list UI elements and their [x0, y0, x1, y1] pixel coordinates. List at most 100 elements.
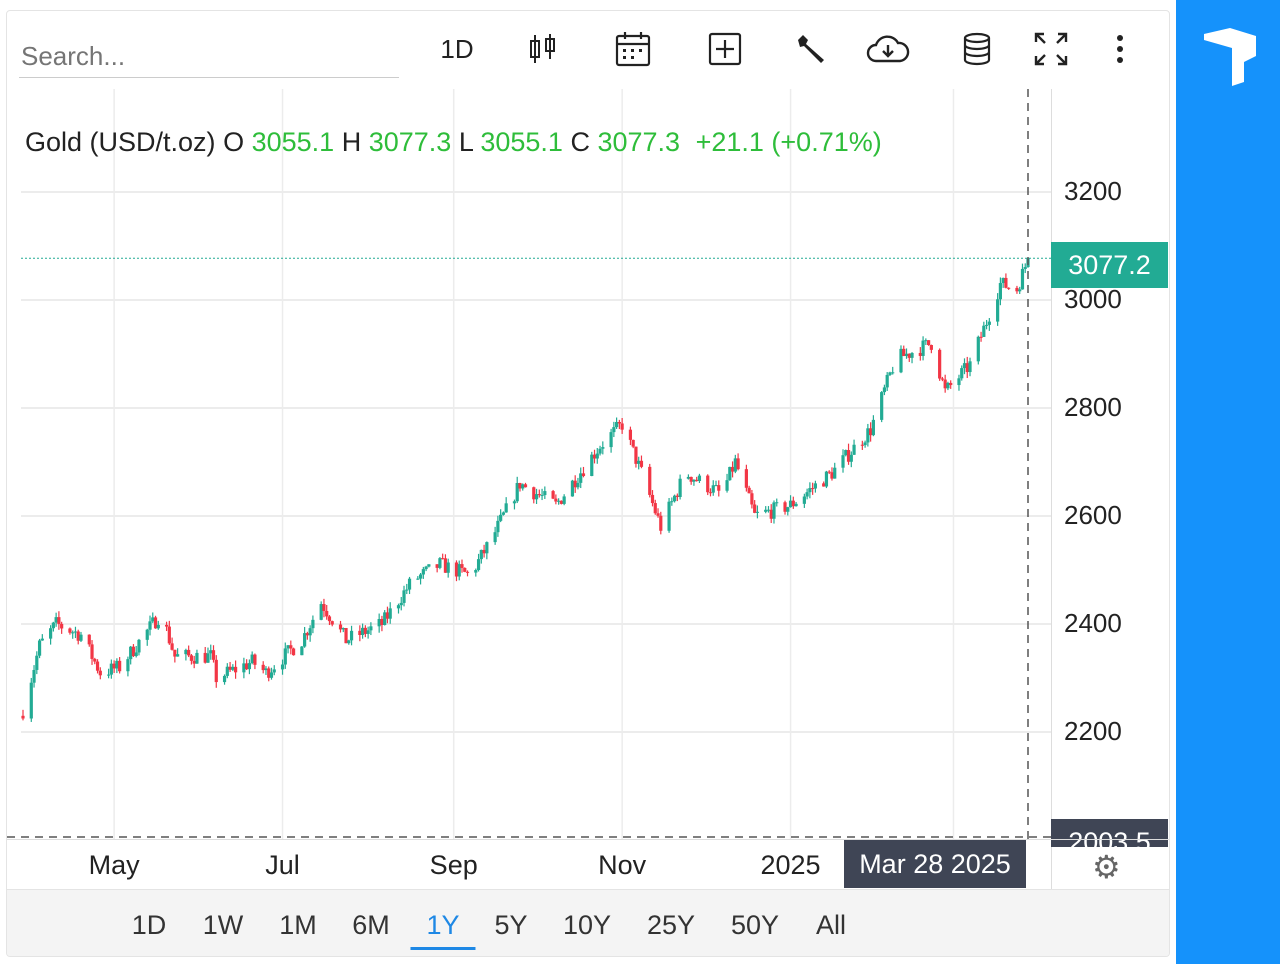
candle-up	[311, 619, 315, 629]
candle-down	[949, 382, 953, 386]
more-menu-icon[interactable]	[1105, 29, 1135, 69]
candle-down	[783, 502, 787, 512]
candle-down	[344, 628, 348, 644]
crosshair-price-tag: 2003.5	[1051, 819, 1168, 847]
candle-down	[1004, 277, 1008, 288]
candlestick-icon[interactable]	[523, 29, 563, 69]
candle-up	[976, 336, 980, 362]
candle-down	[592, 454, 597, 459]
cloud-download-icon[interactable]	[865, 29, 911, 69]
candle-down	[90, 644, 94, 659]
candle-down	[827, 471, 831, 473]
candle-up	[303, 633, 307, 647]
candle-up	[637, 460, 641, 464]
range-button-50y[interactable]: 50Y	[730, 910, 780, 940]
candle-down	[653, 503, 657, 514]
candle-down	[744, 469, 748, 488]
range-button-1m[interactable]: 1M	[279, 910, 317, 940]
y-tick-label: 2200	[1064, 716, 1122, 746]
candle-down	[21, 715, 25, 719]
candle-down	[918, 352, 922, 356]
candle-up	[54, 617, 58, 623]
range-button-all[interactable]: All	[815, 910, 847, 940]
candle-down	[747, 487, 751, 494]
candle-down	[289, 645, 293, 649]
candle-up	[557, 500, 561, 502]
candle-up	[924, 340, 928, 342]
candle-up	[151, 617, 155, 622]
candle-up	[562, 496, 566, 504]
candle-up	[222, 675, 227, 683]
candle-up	[421, 569, 425, 575]
range-button-10y[interactable]: 10Y	[562, 910, 612, 940]
candle-up	[134, 652, 138, 657]
candle-up	[998, 283, 1002, 300]
interval-button[interactable]: 1D	[440, 33, 474, 64]
candle-up	[766, 509, 771, 511]
candle-up	[457, 564, 461, 577]
candle-down	[253, 654, 257, 665]
fullscreen-icon[interactable]	[1031, 29, 1071, 69]
range-button-5y[interactable]: 5Y	[494, 910, 528, 940]
candle-up	[609, 432, 613, 448]
brand-sidebar	[1176, 0, 1280, 964]
candle-down	[325, 610, 329, 617]
candle-up	[590, 454, 594, 476]
candle-up	[852, 444, 856, 455]
search-input[interactable]	[19, 35, 399, 78]
open-label: O	[223, 127, 245, 157]
candle-up	[156, 624, 160, 629]
candle-down	[639, 460, 644, 467]
candle-down	[689, 476, 693, 482]
candle-down	[228, 666, 232, 670]
candle-down	[907, 353, 911, 358]
candle-up	[115, 660, 119, 669]
candle-up	[493, 532, 497, 543]
candle-up	[225, 666, 229, 676]
candle-up	[863, 442, 867, 446]
candle-up	[247, 663, 252, 670]
calendar-icon[interactable]	[613, 29, 653, 69]
candle-up	[733, 458, 737, 472]
candle-up	[962, 363, 967, 369]
wrench-icon[interactable]	[791, 29, 831, 69]
candle-down	[463, 567, 467, 572]
candle-down	[57, 617, 61, 624]
candle-down	[68, 628, 72, 633]
brand-logo-icon	[1204, 28, 1256, 86]
candle-down	[465, 571, 470, 573]
range-button-1y[interactable]: 1Y	[410, 904, 476, 950]
candle-up	[405, 589, 409, 591]
candle-up	[570, 480, 575, 497]
candle-up	[984, 324, 989, 326]
candle-up	[579, 473, 583, 483]
candle-down	[979, 336, 983, 338]
candle-down	[305, 633, 309, 636]
candle-up	[686, 476, 690, 479]
range-button-1d[interactable]: 1D	[131, 910, 167, 940]
candle-up	[361, 627, 365, 635]
candle-up	[269, 672, 274, 678]
candle-down	[708, 492, 713, 494]
database-icon[interactable]	[957, 29, 997, 69]
candle-down	[581, 473, 586, 476]
price-chart[interactable]	[7, 11, 1169, 841]
candle-down	[330, 621, 334, 625]
candle-down	[187, 649, 191, 656]
candle-up	[349, 630, 354, 641]
candle-down	[93, 658, 97, 662]
chart-widget: 1D Gold (USD/t.oz) O 3055.1 H 3077.3 L 3…	[6, 10, 1170, 957]
range-button-6m[interactable]: 6M	[352, 910, 390, 940]
candle-up	[725, 480, 729, 491]
candle-up	[788, 500, 793, 508]
range-button-1w[interactable]: 1W	[202, 910, 244, 940]
candle-down	[631, 439, 635, 447]
change-value: +21.1 (+0.71%)	[695, 127, 882, 157]
x-tick-label: May	[88, 850, 140, 880]
candle-up	[540, 495, 544, 497]
candle-up	[786, 507, 790, 512]
settings-gear-icon[interactable]: ⚙	[1092, 849, 1121, 885]
candle-up	[79, 634, 83, 641]
add-indicator-icon[interactable]	[705, 29, 745, 69]
range-button-25y[interactable]: 25Y	[646, 910, 696, 940]
